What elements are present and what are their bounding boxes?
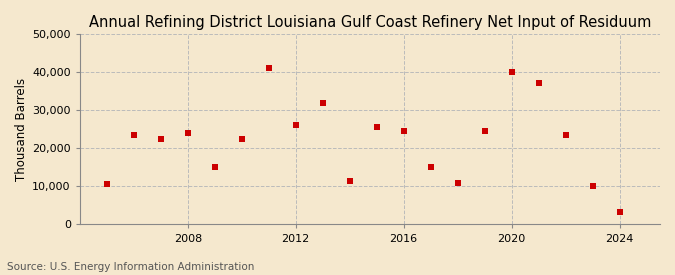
Point: [587, 184, 598, 189]
Point: [101, 182, 112, 187]
Point: [344, 178, 355, 183]
Text: Source: U.S. Energy Information Administration: Source: U.S. Energy Information Administ…: [7, 262, 254, 272]
Point: [614, 210, 625, 214]
Point: [155, 136, 166, 141]
Point: [533, 81, 544, 86]
Title: Annual Refining District Louisiana Gulf Coast Refinery Net Input of Residuum: Annual Refining District Louisiana Gulf …: [88, 15, 651, 30]
Point: [290, 123, 301, 128]
Point: [182, 131, 193, 135]
Point: [371, 125, 382, 130]
Point: [452, 180, 463, 185]
Point: [479, 129, 490, 133]
Point: [398, 129, 409, 133]
Point: [128, 133, 139, 137]
Point: [209, 165, 220, 169]
Point: [263, 66, 274, 70]
Point: [236, 136, 247, 141]
Point: [317, 100, 328, 105]
Point: [506, 70, 517, 74]
Point: [560, 133, 571, 137]
Y-axis label: Thousand Barrels: Thousand Barrels: [15, 78, 28, 181]
Point: [425, 165, 436, 169]
